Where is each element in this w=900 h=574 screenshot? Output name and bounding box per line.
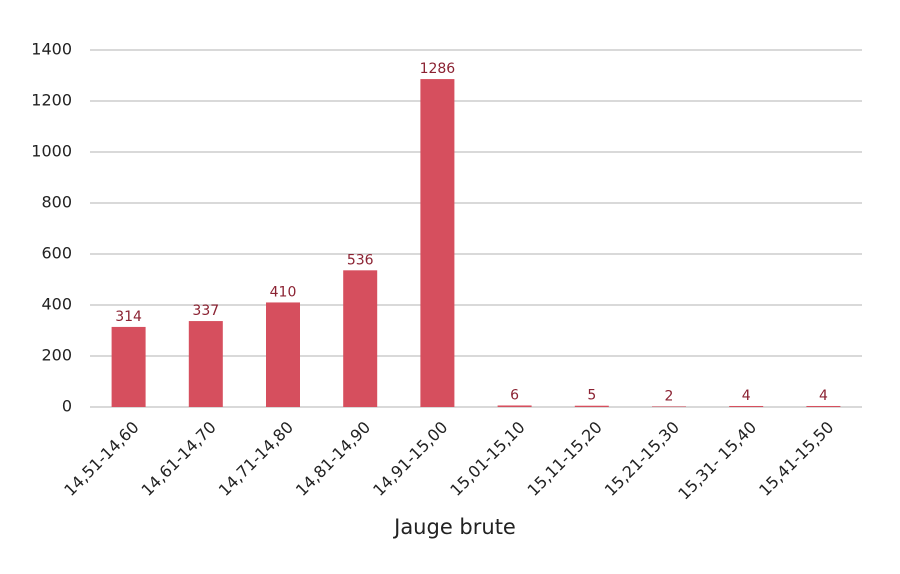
- bar: [806, 405, 841, 407]
- bar: [111, 326, 146, 407]
- y-tick-label: 1000: [31, 142, 72, 161]
- y-tick-label: 800: [41, 193, 72, 212]
- data-label: 4: [819, 388, 828, 404]
- bar: [497, 405, 532, 407]
- x-tick-label: 14,81-14,90: [292, 418, 374, 500]
- x-tick-label: 15,01-15,10: [446, 418, 528, 500]
- x-tick-label: 15,31- 15,40: [674, 418, 760, 504]
- data-label: 4: [742, 388, 751, 404]
- y-tick-label: 600: [41, 244, 72, 263]
- bar: [188, 321, 223, 407]
- x-tick-label: 14,51-14,60: [60, 418, 142, 500]
- y-tick-label: 0: [62, 397, 72, 416]
- data-label: 536: [347, 252, 374, 268]
- x-tick-label: 14,91-15,00: [369, 418, 451, 500]
- data-label: 2: [665, 388, 674, 404]
- data-label: 337: [192, 303, 219, 319]
- y-tick-label: 400: [41, 295, 72, 314]
- bar: [729, 405, 764, 407]
- bar: [343, 270, 378, 407]
- bar: [420, 79, 455, 407]
- data-label: 1286: [420, 61, 456, 77]
- x-tick-label: 15,21-15,30: [601, 418, 683, 500]
- data-label: 314: [115, 309, 142, 325]
- data-label: 410: [270, 284, 297, 300]
- bar: [652, 406, 686, 407]
- x-tick-label: 14,61-14,70: [138, 418, 220, 500]
- y-tick-label: 1200: [31, 91, 72, 110]
- x-tick-label: 15,11-15,20: [524, 418, 606, 500]
- x-axis-title: Jauge brute: [392, 515, 516, 539]
- bar: [574, 405, 609, 407]
- data-label: 6: [510, 387, 519, 403]
- y-tick-label: 200: [41, 346, 72, 365]
- data-label: 5: [587, 388, 596, 404]
- bar: [266, 302, 300, 407]
- y-tick-label: 1400: [31, 40, 72, 59]
- x-tick-label: 14,71-14,80: [215, 418, 297, 500]
- x-tick-label: 15,41-15,50: [755, 418, 837, 500]
